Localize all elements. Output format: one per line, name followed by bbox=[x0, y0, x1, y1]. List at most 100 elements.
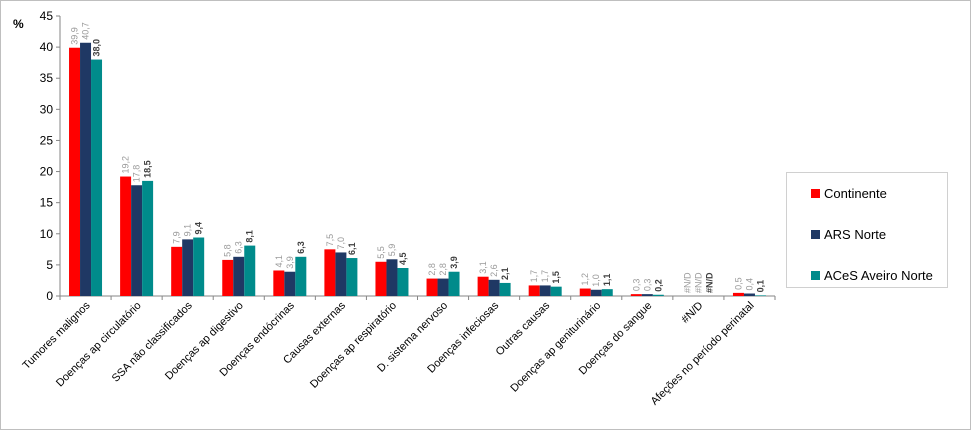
data-label: 17,8 bbox=[132, 165, 142, 183]
data-label: 1,7 bbox=[529, 270, 539, 283]
bar bbox=[346, 258, 358, 296]
data-label: 38,0 bbox=[92, 39, 102, 57]
x-category-label: Doenças ap respiratório bbox=[308, 300, 399, 391]
legend-item: ACeS Aveiro Norte bbox=[811, 267, 933, 283]
data-label: 0,4 bbox=[744, 278, 754, 291]
data-label: 1,1 bbox=[602, 274, 612, 287]
bar bbox=[244, 245, 256, 296]
data-label: 2,8 bbox=[427, 263, 437, 276]
bar bbox=[539, 285, 551, 296]
bar bbox=[579, 288, 591, 296]
data-label: 2,8 bbox=[438, 263, 448, 276]
bar bbox=[386, 259, 398, 296]
data-label: 8,1 bbox=[245, 230, 255, 243]
data-label: 39,9 bbox=[70, 27, 80, 45]
data-label: 0,3 bbox=[642, 279, 652, 292]
bar bbox=[652, 294, 664, 296]
bar bbox=[590, 289, 602, 296]
y-tick-label: 40 bbox=[40, 40, 54, 54]
legend-swatch bbox=[811, 188, 820, 198]
bar bbox=[601, 289, 613, 296]
legend-item: Continente bbox=[811, 185, 887, 201]
bar bbox=[743, 293, 755, 296]
data-label: #N/D bbox=[704, 272, 714, 293]
data-label: 0,1 bbox=[755, 280, 765, 293]
bar bbox=[550, 286, 562, 296]
y-tick-label: 5 bbox=[46, 258, 53, 272]
bar bbox=[324, 249, 336, 296]
y-tick-label: 35 bbox=[40, 71, 54, 85]
bar bbox=[375, 261, 387, 296]
bar bbox=[120, 176, 132, 296]
data-label: 5,5 bbox=[376, 246, 386, 259]
data-label: #N/D bbox=[693, 272, 703, 293]
data-label: 5,8 bbox=[223, 244, 233, 257]
data-label: 0,2 bbox=[653, 279, 663, 292]
bar bbox=[222, 259, 234, 296]
bar bbox=[193, 237, 205, 296]
bar bbox=[91, 59, 103, 296]
bar bbox=[273, 270, 285, 296]
bar bbox=[732, 292, 744, 296]
legend-item: ARS Norte bbox=[811, 226, 886, 242]
y-tick-label: 25 bbox=[40, 133, 54, 147]
data-label: 7,5 bbox=[325, 234, 335, 247]
data-label: 0,3 bbox=[631, 279, 641, 292]
bar bbox=[754, 295, 766, 296]
y-tick-label: 20 bbox=[40, 165, 54, 179]
bar bbox=[630, 294, 642, 296]
x-category-label: Doenças ap circulatório bbox=[54, 300, 144, 390]
legend-label: ACeS Aveiro Norte bbox=[824, 267, 933, 283]
y-tick-label: 0 bbox=[46, 289, 53, 303]
bar bbox=[233, 256, 245, 296]
data-label: 1,7 bbox=[540, 270, 550, 283]
legend-swatch bbox=[811, 229, 820, 239]
x-category-label: Doenças ap geniturinário bbox=[508, 300, 603, 395]
data-label: 6,1 bbox=[347, 243, 357, 256]
bar bbox=[80, 42, 92, 296]
data-label: 40,7 bbox=[81, 22, 91, 40]
data-label: 1,2 bbox=[580, 273, 590, 286]
y-tick-label: 15 bbox=[40, 196, 54, 210]
y-tick-label: 30 bbox=[40, 102, 54, 116]
data-label: 9,1 bbox=[183, 224, 193, 237]
data-label: 7,9 bbox=[172, 231, 182, 244]
data-label: 2,6 bbox=[489, 264, 499, 277]
data-label: 4,1 bbox=[274, 255, 284, 268]
bar bbox=[488, 279, 500, 296]
data-label: 19,2 bbox=[121, 156, 131, 174]
bar bbox=[641, 294, 653, 296]
bar bbox=[499, 282, 511, 296]
y-tick-label: 10 bbox=[40, 227, 54, 241]
bar bbox=[284, 271, 296, 296]
bar bbox=[448, 271, 460, 296]
data-label: 6,3 bbox=[234, 241, 244, 254]
data-label: 1,5 bbox=[551, 271, 561, 284]
bar bbox=[171, 246, 183, 296]
data-label: 0,5 bbox=[733, 277, 743, 290]
bar bbox=[437, 278, 449, 296]
data-label: 1,0 bbox=[591, 274, 601, 287]
bar bbox=[528, 285, 540, 296]
legend-label: ARS Norte bbox=[824, 226, 887, 242]
data-label: 2,1 bbox=[500, 267, 510, 280]
bar bbox=[397, 268, 409, 296]
data-label: 3,9 bbox=[449, 256, 459, 269]
legend-swatch bbox=[811, 270, 820, 280]
bar bbox=[295, 256, 307, 296]
data-label: 3,1 bbox=[478, 261, 488, 274]
x-category-label: #N/D bbox=[679, 300, 705, 326]
y-axis-unit-label: % bbox=[13, 17, 24, 31]
y-tick-label: 45 bbox=[40, 9, 54, 23]
data-label: 18,5 bbox=[143, 160, 153, 178]
bar bbox=[131, 185, 143, 296]
bar bbox=[142, 180, 154, 296]
data-label: 3,9 bbox=[285, 256, 295, 269]
data-label: 6,3 bbox=[296, 241, 306, 254]
bar bbox=[477, 276, 489, 296]
bar bbox=[69, 47, 81, 296]
bar bbox=[182, 239, 194, 296]
data-label: 4,5 bbox=[398, 252, 408, 265]
chart-legend: Continente ARS Norte ACeS Aveiro Norte bbox=[786, 172, 948, 288]
